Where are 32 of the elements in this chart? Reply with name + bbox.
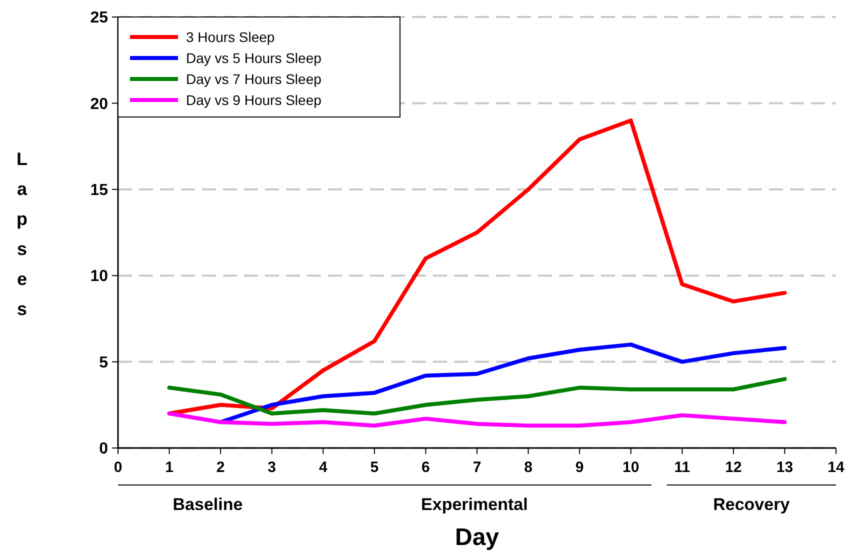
x-tick-label: 7 — [472, 459, 482, 476]
line-series — [167, 412, 787, 428]
y-tick-label: 0 — [99, 440, 108, 458]
text: Baseline — [172, 495, 243, 514]
text: Experimental — [421, 495, 528, 514]
x-tick-label: 13 — [776, 459, 794, 476]
x-tick-label: 8 — [524, 459, 532, 476]
y-tick-label: 20 — [90, 96, 108, 113]
x-tick-label: 1 — [165, 459, 174, 476]
legend-label: Day vs 9 Hours Sleep — [186, 92, 322, 108]
y-axis-title: Lapses — [16, 149, 28, 319]
x-tick-label: 10 — [622, 459, 640, 476]
x-tick-label: 12 — [725, 459, 742, 476]
x-tick-label: 0 — [114, 459, 122, 476]
x-tick-label: 6 — [422, 459, 430, 476]
x-tick-label: 9 — [575, 459, 584, 476]
x-tick-label: 3 — [268, 459, 276, 476]
y-tick-label: 15 — [90, 182, 108, 199]
x-tick-label: 4 — [318, 459, 328, 476]
y-tick-label: 25 — [90, 10, 108, 27]
x-tick-label: 14 — [828, 459, 845, 476]
y-tick-label: 10 — [90, 268, 108, 286]
legend-label: Day vs 5 Hours Sleep — [186, 50, 322, 66]
y-tick-label: 5 — [99, 354, 108, 372]
legend-label: 3 Hours Sleep — [186, 28, 275, 45]
line-series — [167, 377, 787, 416]
x-tick-label: 2 — [216, 459, 225, 476]
x-tick-label: 11 — [674, 459, 690, 476]
x-tick-label: 5 — [370, 459, 379, 476]
legend-label: Day vs 7 Hours Sleep — [186, 70, 322, 87]
x-axis-title: Day — [454, 524, 500, 551]
text: Recovery — [713, 495, 790, 514]
